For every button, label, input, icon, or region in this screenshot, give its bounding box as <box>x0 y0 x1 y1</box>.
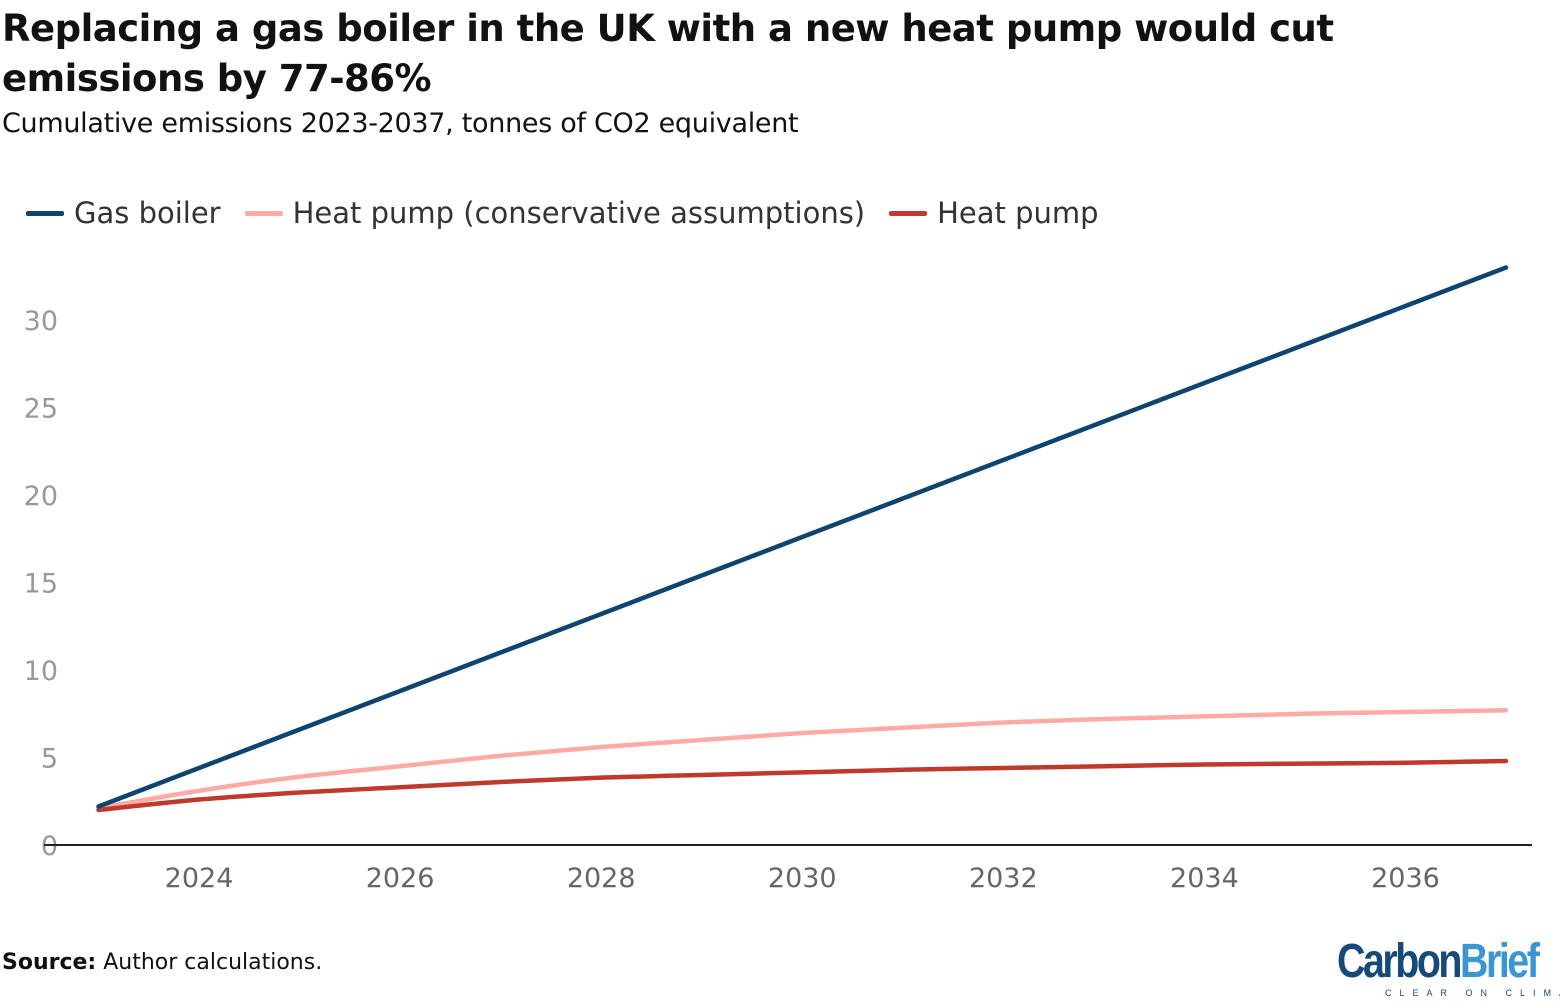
x-tick-label: 2028 <box>567 863 636 894</box>
y-tick-label: 20 <box>24 481 58 512</box>
legend-swatch <box>889 210 928 216</box>
logo-part1: Carbon <box>1337 935 1462 988</box>
logo-part2: Brief <box>1460 935 1540 988</box>
chart-title: Replacing a gas boiler in the UK with a … <box>2 7 1334 100</box>
x-tick-label: 2032 <box>969 863 1038 894</box>
legend-item-gas-boiler: Gas boiler <box>26 196 221 230</box>
legend-label: Heat pump (conservative assumptions) <box>292 196 866 230</box>
legend-label: Gas boiler <box>74 196 221 230</box>
y-tick-label: 30 <box>24 306 58 337</box>
series-line-gas-boiler <box>96 265 1509 809</box>
series-line-heat-pump-conservative-assumptions <box>96 708 1509 811</box>
legend-item-heat-pump: Heat pump <box>889 196 1099 230</box>
source-text: Author calculations. <box>96 950 323 975</box>
series-line-heat-pump <box>96 758 1509 813</box>
y-tick-label: 15 <box>24 569 58 600</box>
legend: Gas boiler Heat pump (conservative assum… <box>26 196 1099 230</box>
source-label: Source: <box>2 950 97 975</box>
chart-subtitle: Cumulative emissions 2023-2037, tonnes o… <box>2 108 799 139</box>
source-note: Source: Author calculations. <box>2 950 322 975</box>
logo-tagline: CLEAR ON CLIMATE <box>1385 988 1560 998</box>
x-tick-label: 2036 <box>1371 863 1440 894</box>
legend-item-heat-pump-conservative: Heat pump (conservative assumptions) <box>244 196 866 230</box>
y-tick-label: 5 <box>41 744 58 775</box>
carbonbrief-logo: CarbonBrief CLEAR ON CLIMATE <box>1337 935 1560 999</box>
x-tick-label: 2030 <box>768 863 837 894</box>
x-tick-label: 2024 <box>165 863 234 894</box>
y-tick-label: 10 <box>24 656 58 687</box>
legend-swatch <box>244 210 283 216</box>
x-tick-label: 2026 <box>366 863 435 894</box>
x-tick-label: 2034 <box>1170 863 1239 894</box>
y-tick-label: 0 <box>41 831 58 862</box>
legend-swatch <box>26 210 64 216</box>
y-tick-label: 25 <box>24 394 58 425</box>
legend-label: Heat pump <box>937 196 1099 230</box>
